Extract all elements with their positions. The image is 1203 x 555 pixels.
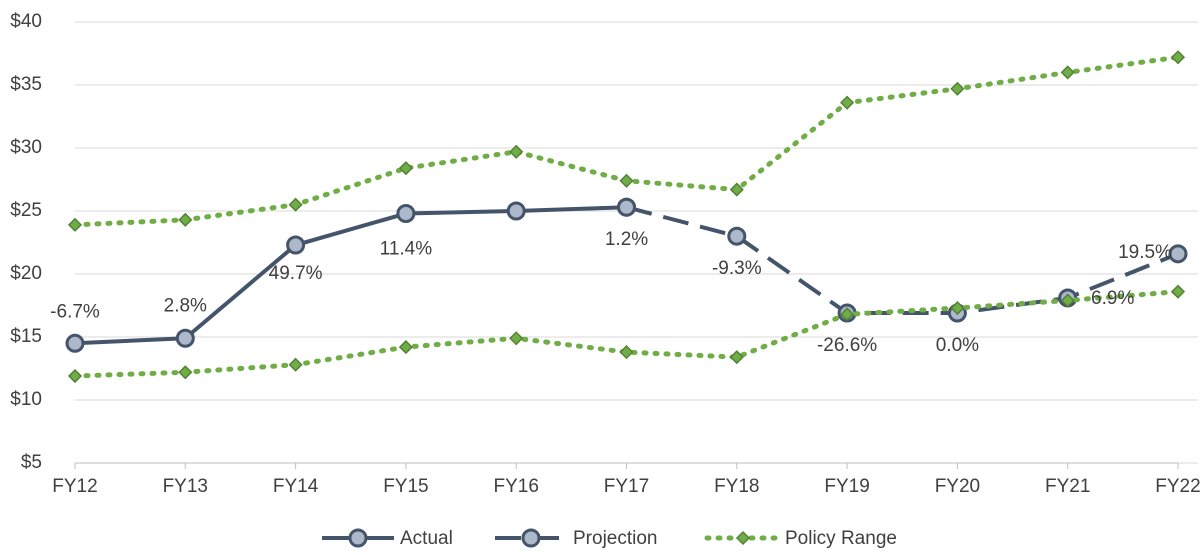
x-tick-label: FY16 (493, 476, 538, 497)
circle-marker (1168, 244, 1188, 264)
growth-label: 49.7% (269, 263, 323, 284)
y-tick-label: $15 (10, 326, 42, 347)
legend-label: Actual (400, 528, 453, 549)
diamond-marker (729, 182, 744, 197)
x-tick-label: FY15 (383, 476, 428, 497)
growth-label: 1.2% (605, 229, 648, 250)
circle-marker (175, 328, 195, 348)
legend-label: Policy Range (785, 528, 897, 549)
circle-marker (521, 528, 541, 548)
diamond-marker (950, 81, 965, 96)
diamond-marker (509, 331, 524, 346)
diamond-marker (840, 95, 855, 110)
x-tick-label: FY22 (1155, 476, 1200, 497)
circle-marker (348, 528, 368, 548)
diamond-marker (509, 144, 524, 159)
diamond-marker (619, 173, 634, 188)
y-tick-label: $30 (10, 137, 42, 158)
diamond-marker (288, 197, 303, 212)
growth-label: 6.9% (1091, 288, 1134, 309)
diamond-marker (1060, 65, 1075, 80)
legend-label: Projection (573, 528, 658, 549)
diamond-marker (67, 368, 83, 384)
x-tick-label: FY13 (163, 476, 208, 497)
diamond-marker (1170, 50, 1186, 65)
series-line (72, 289, 1181, 379)
series-line (625, 205, 1179, 316)
y-tick-label: $40 (10, 11, 42, 32)
growth-label: 2.8% (164, 295, 207, 316)
diamond-marker (840, 307, 855, 322)
circle-marker (506, 201, 526, 221)
y-tick-label: $10 (10, 389, 42, 410)
growth-label: 11.4% (380, 239, 433, 260)
x-tick-label: FY12 (52, 476, 97, 497)
y-tick-label: $20 (10, 263, 42, 284)
diamond-marker (729, 350, 744, 365)
diamond-marker (398, 340, 413, 355)
x-tick-label: FY14 (273, 476, 319, 497)
diamond-marker (1060, 293, 1075, 308)
diamond-marker (735, 530, 751, 546)
y-tick-label: $35 (10, 74, 42, 95)
circle-marker (727, 226, 747, 246)
series-line (74, 205, 627, 346)
y-tick-label: $5 (21, 452, 42, 473)
growth-label: 19.5% (1118, 242, 1172, 263)
diamond-marker (1170, 284, 1186, 299)
circle-marker (65, 333, 85, 353)
circle-marker (617, 197, 636, 217)
circle-marker (396, 204, 416, 224)
growth-label: -6.7% (50, 301, 100, 322)
x-tick-label: FY19 (824, 476, 869, 497)
x-tick-label: FY20 (935, 476, 980, 497)
y-tick-label: $25 (10, 200, 42, 221)
diamond-marker (950, 300, 965, 316)
diamond-marker (398, 161, 413, 176)
circle-marker (286, 235, 306, 255)
growth-label: -9.3% (712, 258, 762, 279)
x-tick-label: FY21 (1045, 476, 1090, 497)
diamond-marker (178, 212, 193, 227)
legend: Actual Projection Policy Range (322, 528, 897, 549)
x-tick-label: FY17 (604, 476, 649, 497)
growth-label: -26.6% (817, 335, 877, 356)
diamond-marker (178, 365, 193, 380)
diamond-marker (67, 217, 83, 232)
growth-label: 0.0% (936, 335, 979, 356)
diamond-marker (288, 357, 303, 372)
x-tick-label: FY18 (714, 476, 759, 497)
diamond-marker (619, 345, 634, 360)
